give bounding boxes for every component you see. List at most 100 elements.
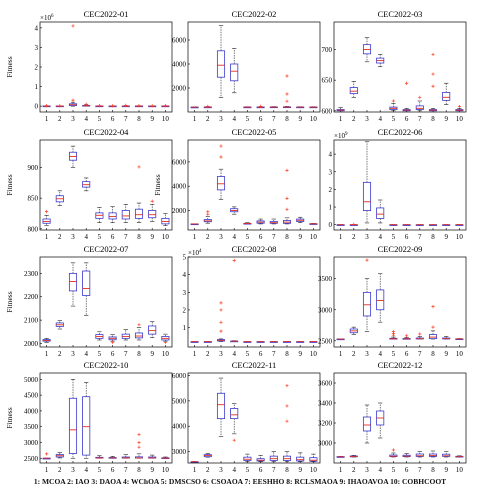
x-tick-label: 10 — [162, 115, 170, 123]
box-iqr — [362, 181, 372, 211]
outlier-point — [219, 329, 223, 333]
box-10 — [455, 104, 464, 112]
box-2 — [349, 81, 358, 98]
y-tick-label: 2500 — [24, 455, 39, 463]
y-tick-label: 5 — [183, 254, 187, 262]
box-1 — [190, 223, 199, 226]
x-tick-label: 5 — [392, 233, 396, 241]
box-iqr — [108, 212, 117, 220]
outlier-point — [285, 207, 289, 211]
x-tick-label: 1 — [339, 115, 343, 123]
y-tick-label: 4000 — [172, 183, 187, 191]
y-tick-label: 0 — [329, 221, 333, 229]
outlier-point — [206, 104, 210, 108]
box-5 — [95, 207, 104, 223]
y-axis-exponent: ×109 — [334, 132, 348, 140]
x-tick-label: 3 — [71, 350, 75, 358]
outlier-point — [137, 323, 141, 327]
outlier-point — [45, 210, 49, 214]
box-7 — [269, 218, 278, 225]
x-tick-label: 7 — [418, 115, 422, 123]
subplot-cec2022-12: CEC2022-12 3000 3200 3400 3600 1 2 3 4 5 6 7 8 9 10 — [318, 360, 467, 474]
y-tick-label: 1 — [183, 324, 187, 332]
box-4 — [82, 382, 91, 459]
box-2 — [203, 341, 212, 343]
x-tick-label: 8 — [285, 466, 289, 474]
x-tick-label: 8 — [285, 350, 289, 358]
box-8 — [282, 74, 292, 109]
subplot-title: CEC2022-02 — [232, 9, 277, 19]
x-tick-label: 2 — [206, 466, 210, 474]
x-tick-label: 8 — [431, 466, 435, 474]
x-tick-label: 10 — [456, 350, 464, 358]
outlier-point — [111, 340, 115, 344]
box-6 — [108, 456, 117, 459]
outlier-point — [285, 404, 289, 408]
x-tick-label: 3 — [219, 350, 223, 358]
box-9 — [296, 452, 305, 463]
x-tick-label: 7 — [418, 466, 422, 474]
y-tick-label: 650 — [322, 77, 333, 85]
box-1 — [42, 103, 51, 108]
y-tick-label: 0 — [35, 103, 39, 111]
x-tick-label: 6 — [259, 233, 263, 241]
y-tick-label: 5000 — [24, 376, 39, 384]
y-tick-label: 2 — [35, 64, 39, 72]
box-7 — [121, 203, 130, 223]
outlier-point — [137, 103, 141, 108]
x-tick-label: 7 — [272, 350, 276, 358]
y-axis-exponent: ×104 — [188, 249, 202, 257]
outlier-point — [352, 222, 356, 226]
x-tick-label: 1 — [193, 466, 197, 474]
x-tick-label: 3 — [71, 466, 75, 474]
x-tick-label: 10 — [162, 350, 170, 358]
x-tick-label: 2 — [58, 350, 62, 358]
box-6 — [108, 104, 117, 108]
box-5 — [95, 103, 104, 108]
y-axis-label: Fitness — [5, 291, 14, 312]
x-tick-label: 9 — [150, 466, 154, 474]
x-tick-label: 2 — [352, 466, 356, 474]
outlier-point — [405, 81, 409, 85]
x-tick-label: 3 — [365, 466, 369, 474]
plot-frame — [39, 372, 173, 464]
x-tick-label: 3 — [365, 115, 369, 123]
x-tick-label: 2 — [58, 466, 62, 474]
y-axis-label: Fitness — [5, 407, 14, 428]
y-tick-label: 4000 — [172, 423, 187, 431]
box-1 — [190, 341, 199, 343]
y-tick-label: 2000 — [24, 340, 39, 348]
x-tick-label: 10 — [162, 466, 170, 474]
outlier-point — [58, 104, 62, 108]
x-tick-label: 4 — [378, 350, 382, 358]
x-tick-label: 7 — [124, 115, 128, 123]
x-tick-label: 9 — [150, 233, 154, 241]
outlier-point — [457, 104, 461, 109]
plot-frame — [187, 21, 321, 113]
subplot-cec2022-05: CEC2022-05 Fitness 2000 4000 6000 1 2 3 4 5 6 7 8 9 10 — [153, 127, 321, 241]
outlier-point — [391, 333, 395, 337]
x-tick-label: 5 — [246, 233, 250, 241]
box-9 — [296, 341, 305, 343]
box-7 — [269, 451, 278, 463]
box-8 — [282, 384, 292, 463]
box-iqr — [415, 105, 424, 110]
x-tick-label: 5 — [246, 466, 250, 474]
box-10 — [309, 223, 318, 225]
box-iqr — [296, 456, 305, 462]
x-tick-label: 9 — [298, 115, 302, 123]
box-2 — [55, 104, 64, 108]
box-1 — [336, 107, 345, 112]
y-tick-label: 3000 — [318, 440, 333, 448]
box-6 — [108, 206, 117, 223]
box-9 — [148, 199, 157, 222]
subplot-title: CEC2022-12 — [378, 360, 423, 370]
subplot-title: CEC2022-05 — [232, 127, 277, 137]
box-10 — [455, 455, 464, 458]
x-tick-label: 10 — [456, 466, 464, 474]
box-10 — [455, 224, 464, 226]
box-2 — [349, 455, 358, 458]
x-tick-label: 3 — [365, 350, 369, 358]
box-7 — [269, 341, 278, 343]
